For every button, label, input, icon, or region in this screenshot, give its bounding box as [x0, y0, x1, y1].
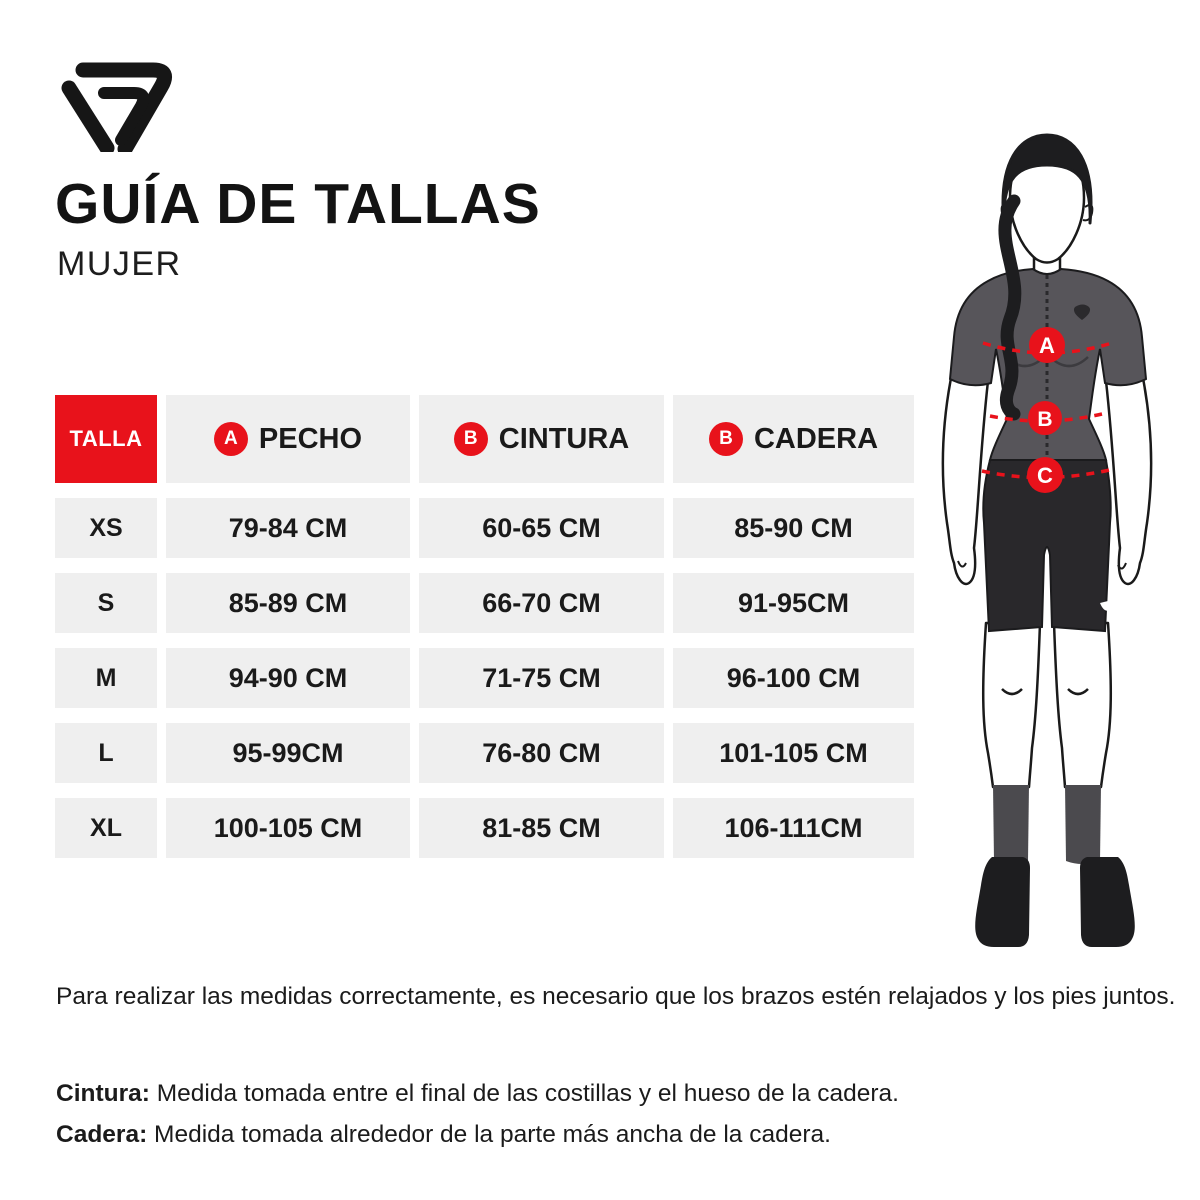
m-cintura-value: 71-75 CM — [419, 648, 664, 708]
size-table: TALLA A PECHO B CINTURA B CADERA XS 79-8… — [55, 395, 914, 858]
marker-b-circle — [1028, 401, 1062, 435]
s-cadera-value: 91-95CM — [673, 573, 914, 633]
measure-b2-badge: B — [708, 422, 743, 456]
l-pecho-value: 95-99CM — [166, 723, 410, 783]
shorts-logo-mark — [1100, 600, 1112, 611]
pecho-header-label: PECHO — [258, 422, 363, 455]
cintura-term: Cintura: — [56, 1080, 150, 1107]
measure-b-badge: B — [453, 422, 488, 456]
marker-a-circle — [1029, 327, 1065, 363]
xl-cadera-value: 106-111CM — [673, 798, 914, 858]
cintura-definition: Cintura: Medida tomada entre el final de… — [56, 1073, 1176, 1114]
cadera-header-label: CADERA — [753, 422, 879, 455]
figure-arms — [941, 371, 1153, 586]
size-label-m: M — [55, 648, 157, 708]
size-label-xs: XS — [55, 498, 157, 558]
figure-legs — [981, 621, 1113, 789]
cintura-header-cell: B CINTURA — [419, 395, 664, 483]
cadera-header-cell: B CADERA — [673, 395, 914, 483]
figure-shorts — [982, 459, 1112, 633]
marker-c-letter: C — [1037, 463, 1053, 488]
m-pecho-value: 94-90 CM — [166, 648, 410, 708]
jersey-chest-emblem — [1073, 304, 1091, 320]
s-cintura-value: 66-70 CM — [419, 573, 664, 633]
marker-a-letter: A — [1039, 333, 1055, 358]
woman-figure-svg: A B C — [941, 133, 1153, 947]
marker-c-circle — [1027, 457, 1063, 493]
figure-shoes — [975, 857, 1135, 947]
cintura-text: Medida tomada entre el final de las cost… — [149, 1080, 899, 1107]
talla-header-cell: TALLA — [55, 395, 157, 483]
size-label-s: S — [55, 573, 157, 633]
measure-a-badge: A — [213, 422, 248, 456]
m-cadera-value: 96-100 CM — [673, 648, 914, 708]
figure-knee-marks — [1001, 688, 1089, 696]
page-title: GUÍA DE TALLAS — [55, 172, 541, 236]
figure-hair — [998, 133, 1093, 421]
s-pecho-value: 85-89 CM — [166, 573, 410, 633]
brand-triangle-logo — [61, 62, 173, 152]
xl-cintura-value: 81-85 CM — [419, 798, 664, 858]
pecho-header-cell: A PECHO — [166, 395, 410, 483]
size-label-l: L — [55, 723, 157, 783]
measurement-definitions: Cintura: Medida tomada entre el final de… — [56, 1073, 1176, 1155]
xs-cintura-value: 60-65 CM — [419, 498, 664, 558]
l-cintura-value: 76-80 CM — [419, 723, 664, 783]
size-label-xl: XL — [55, 798, 157, 858]
measurement-instructions: Para realizar las medidas correctamente,… — [56, 983, 1176, 1010]
xs-pecho-value: 79-84 CM — [166, 498, 410, 558]
cadera-term: Cadera: — [56, 1121, 148, 1149]
cadera-text: Medida tomada alrededor de la parte más … — [147, 1121, 831, 1149]
figure-ponytail — [998, 194, 1022, 421]
woman-measurement-figure: A B C — [930, 123, 1180, 965]
measurement-badges: A B C — [1027, 327, 1065, 493]
xl-pecho-value: 100-105 CM — [166, 798, 410, 858]
figure-socks — [993, 785, 1101, 864]
xs-cadera-value: 85-90 CM — [673, 498, 914, 558]
cadera-definition: Cadera: Medida tomada alrededor de la pa… — [56, 1114, 1176, 1155]
l-cadera-value: 101-105 CM — [673, 723, 914, 783]
marker-b-letter: B — [1037, 408, 1052, 431]
cintura-header-label: CINTURA — [498, 422, 630, 455]
page-subtitle: MUJER — [57, 245, 182, 283]
